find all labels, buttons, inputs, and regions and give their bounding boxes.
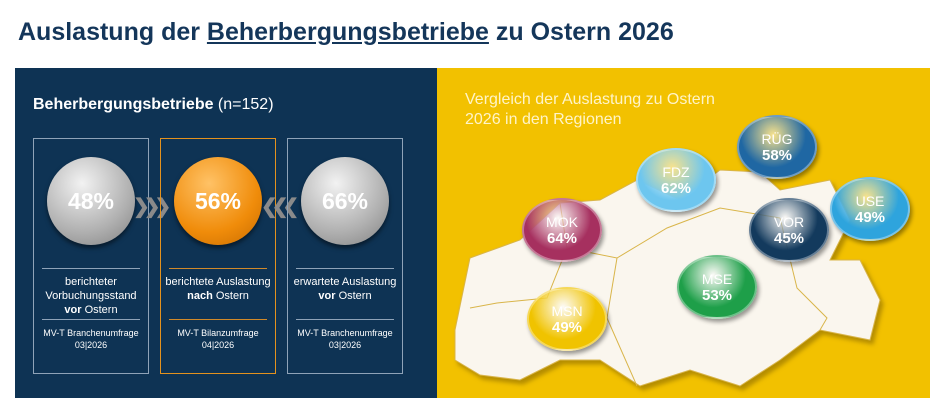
stat-box-prebooking: 48% berichteter Vorbuchungsstand vor Ost… (33, 138, 149, 374)
region-name: MSN (551, 302, 583, 319)
region-bubble-use: USE 49% (830, 177, 910, 241)
chevrons-left-icon: ❮❮❮ (261, 196, 299, 218)
value-circle: 48% (47, 157, 135, 245)
stat-source: MV-T Branchenumfrage 03|2026 (297, 328, 393, 350)
region-name: USE (855, 192, 885, 209)
region-value: 64% (546, 229, 578, 247)
stat-source: MV-T Branchenumfrage 03|2026 (43, 328, 139, 350)
region-value: 58% (761, 146, 793, 164)
region-bubble-mse: MSE 53% (677, 255, 757, 319)
stat-box-reported: 56% berichtete Auslastung nach Ostern MV… (160, 138, 276, 374)
region-name: MSE (701, 270, 733, 287)
region-value: 53% (701, 286, 733, 304)
region-bubble-msn: MSN 49% (527, 287, 607, 351)
stat-description: erwartete Auslastung vor Ostern (293, 276, 397, 302)
region-value: 49% (551, 318, 583, 336)
region-bubble-mok: MOK 64% (522, 198, 602, 262)
region-bubble-vor: VOR 45% (749, 198, 829, 262)
panel-subtitle: Beherbergungsbetriebe (n=152) (33, 96, 274, 113)
chevrons-right-icon: ❯❯❯ (133, 196, 171, 218)
stat-description: berichteter Vorbuchungsstand vor Ostern (45, 276, 137, 316)
value-circle: 66% (301, 157, 389, 245)
regions-panel: Vergleich der Auslastung zu Ostern 2026 … (437, 68, 930, 398)
page-title: Auslastung der Beherbergungsbetriebe zu … (18, 18, 674, 46)
stat-source: MV-T Bilanzumfrage 04|2026 (177, 328, 259, 350)
value-circle: 56% (174, 157, 262, 245)
region-name: FDZ (662, 163, 690, 180)
stat-description: berichtete Auslastung nach Ostern (165, 276, 271, 302)
region-value: 62% (660, 179, 692, 197)
region-name: RÜG (761, 130, 793, 147)
regions-title: Vergleich der Auslastung zu Ostern 2026 … (465, 91, 715, 128)
stat-box-expected: 66% erwartete Auslastung vor Ostern MV-T… (287, 138, 403, 374)
region-name: VOR (773, 213, 805, 230)
region-bubble-fdz: FDZ 62% (636, 148, 716, 212)
region-name: MOK (546, 213, 578, 230)
region-bubble-rüg: RÜG 58% (737, 115, 817, 179)
region-value: 45% (773, 229, 805, 247)
region-value: 49% (854, 208, 886, 226)
overview-panel: Beherbergungsbetriebe (n=152) 48% berich… (15, 68, 437, 398)
